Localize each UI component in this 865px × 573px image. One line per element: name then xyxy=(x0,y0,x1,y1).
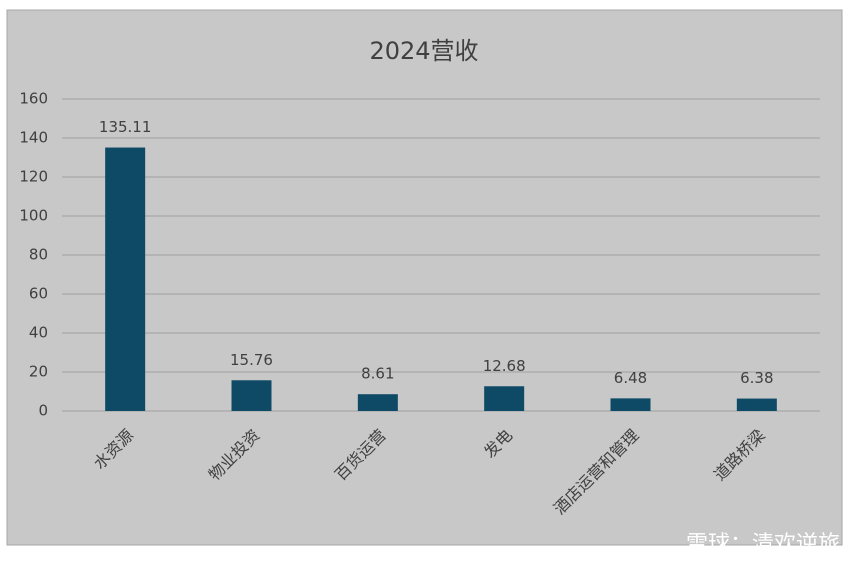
data-label: 135.11 xyxy=(99,118,152,136)
bar xyxy=(610,398,651,411)
bar xyxy=(231,380,272,411)
y-tick-label: 120 xyxy=(19,168,48,186)
y-tick-label: 80 xyxy=(29,246,48,264)
data-label: 6.48 xyxy=(614,369,647,387)
data-label: 6.38 xyxy=(740,369,773,387)
y-tick-label: 160 xyxy=(19,90,48,108)
bar xyxy=(484,386,525,411)
y-tick-label: 40 xyxy=(29,324,48,342)
y-tick-label: 140 xyxy=(19,129,48,147)
bar xyxy=(736,398,777,411)
y-tick-label: 20 xyxy=(29,363,48,381)
bar xyxy=(357,394,398,411)
data-label: 12.68 xyxy=(483,357,526,375)
data-label: 8.61 xyxy=(361,365,394,383)
bar xyxy=(105,147,146,411)
y-tick-label: 100 xyxy=(19,207,48,225)
y-tick-label: 0 xyxy=(38,402,48,420)
y-tick-label: 60 xyxy=(29,285,48,303)
chart-title: 2024营收 xyxy=(369,37,478,65)
watermark: 雪球：清欢逆旅 xyxy=(686,532,840,557)
data-label: 15.76 xyxy=(230,351,273,369)
